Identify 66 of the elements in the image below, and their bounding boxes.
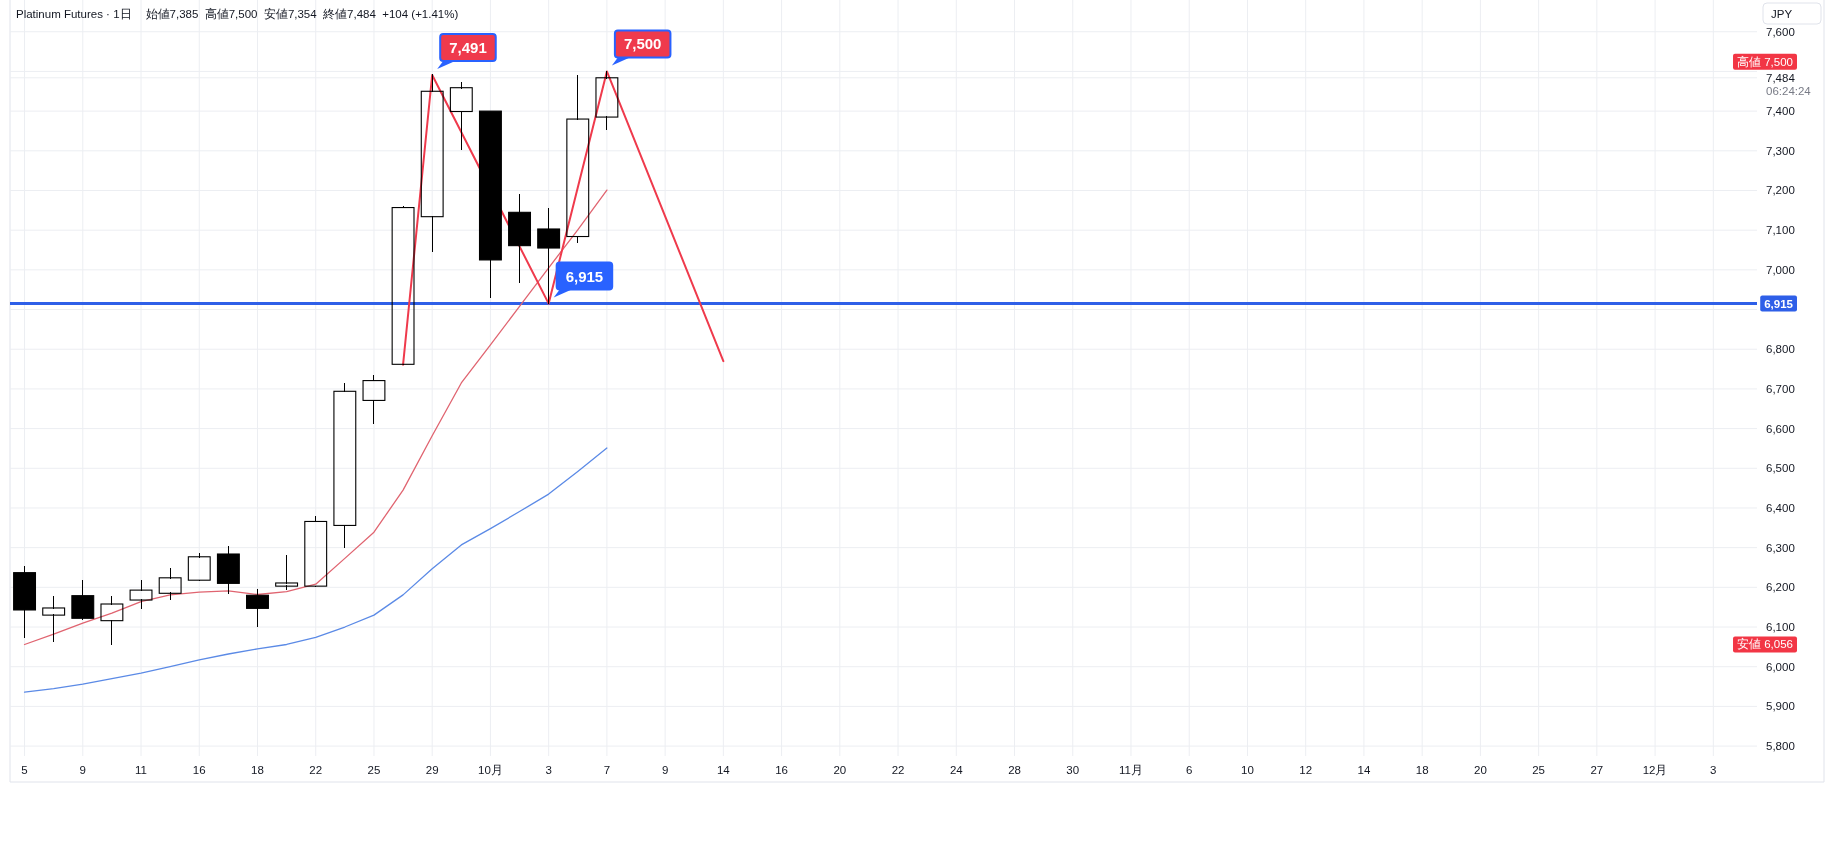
y-tick-label: 6,500 [1766, 462, 1795, 475]
x-tick-label: 20 [833, 764, 847, 776]
y-tick-label: 7,300 [1766, 144, 1795, 157]
x-tick-label: 14 [716, 764, 731, 776]
x-tick-label: 5 [21, 764, 28, 776]
y-tick-label: 7,600 [1766, 25, 1795, 38]
y-tick-label: 6,000 [1766, 660, 1795, 673]
y-axis-title: JPY [1771, 8, 1793, 20]
y-tick-label: 6,600 [1766, 422, 1795, 435]
y-tick-label: 5,800 [1766, 740, 1795, 753]
text: 始値7,385 高値7,500 安値7,354 終値7,484 +104 (+1.41%) [145, 7, 459, 20]
y-tick-label: 7,484 [1766, 71, 1796, 84]
line-series [23, 189, 608, 646]
x-tick-label: 20 [1473, 764, 1487, 776]
y-tick-label: 7,200 [1766, 184, 1795, 197]
data-label: 7,491 [449, 39, 487, 56]
x-tick-label: 11月 [1119, 764, 1143, 776]
y-tick-label: 6,200 [1766, 581, 1795, 594]
x-tick-label: 24 [949, 764, 964, 776]
x-tick-label: 25 [1532, 764, 1546, 776]
text: 06:24:24 [1766, 84, 1812, 97]
y-tick-label: 6,700 [1766, 382, 1795, 395]
y-tick-label: 6,400 [1766, 501, 1795, 514]
y-tick-label: 6,100 [1766, 621, 1795, 634]
candlestick [478, 110, 502, 298]
x-tick-label: 22 [309, 764, 323, 776]
y-tick-label: 7,400 [1766, 105, 1795, 118]
x-tick-label: 10 [1241, 764, 1254, 776]
x-tick-label: 27 [1590, 764, 1604, 776]
x-tick-label: 16 [775, 764, 788, 776]
text: Platinum Futures · 1日 [16, 8, 132, 20]
x-tick-label: 16 [192, 764, 206, 776]
data-label: 7,500 [623, 35, 662, 53]
line-series [402, 70, 725, 366]
y-tick-label: 7,100 [1766, 224, 1795, 237]
x-tick-label: 3 [545, 764, 552, 776]
y-tick-label: 6,800 [1766, 343, 1795, 356]
callout: 7,500 [611, 29, 672, 66]
annotation: 安値 6,056 [1737, 637, 1793, 651]
y-tick-label: 5,900 [1766, 700, 1795, 713]
candlestick [537, 207, 561, 305]
x-tick-label: 14 [1357, 764, 1371, 776]
callout: 6,915 [553, 261, 614, 298]
x-tick-label: 25 [367, 764, 381, 776]
y-tick-label: 6,300 [1766, 541, 1795, 554]
x-tick-label: 18 [251, 764, 264, 776]
x-tick-label: 12月 [1642, 764, 1668, 776]
x-tick-label: 28 [1008, 764, 1021, 776]
annotation: 高値 7,500 [1737, 54, 1793, 68]
x-tick-label: 3 [1710, 764, 1717, 776]
x-tick-label: 11 [135, 764, 147, 776]
line-series [23, 447, 608, 693]
x-tick-label: 6 [1186, 764, 1193, 776]
x-tick-label: 30 [1066, 764, 1080, 776]
x-tick-label: 10月 [478, 764, 503, 776]
x-tick-label: 9 [661, 764, 669, 776]
x-tick-label: 29 [425, 764, 439, 776]
x-tick-label: 12 [1299, 764, 1313, 776]
x-tick-label: 22 [891, 764, 905, 776]
x-tick-label: 9 [79, 764, 86, 776]
data-label: 6,915 [565, 267, 604, 285]
callout: 7,491 [437, 33, 497, 69]
x-tick-label: 7 [603, 764, 611, 776]
y-tick-label: 7,000 [1766, 263, 1795, 276]
ref-line-label: 6,915 [1764, 297, 1794, 310]
x-tick-label: 18 [1415, 764, 1429, 776]
